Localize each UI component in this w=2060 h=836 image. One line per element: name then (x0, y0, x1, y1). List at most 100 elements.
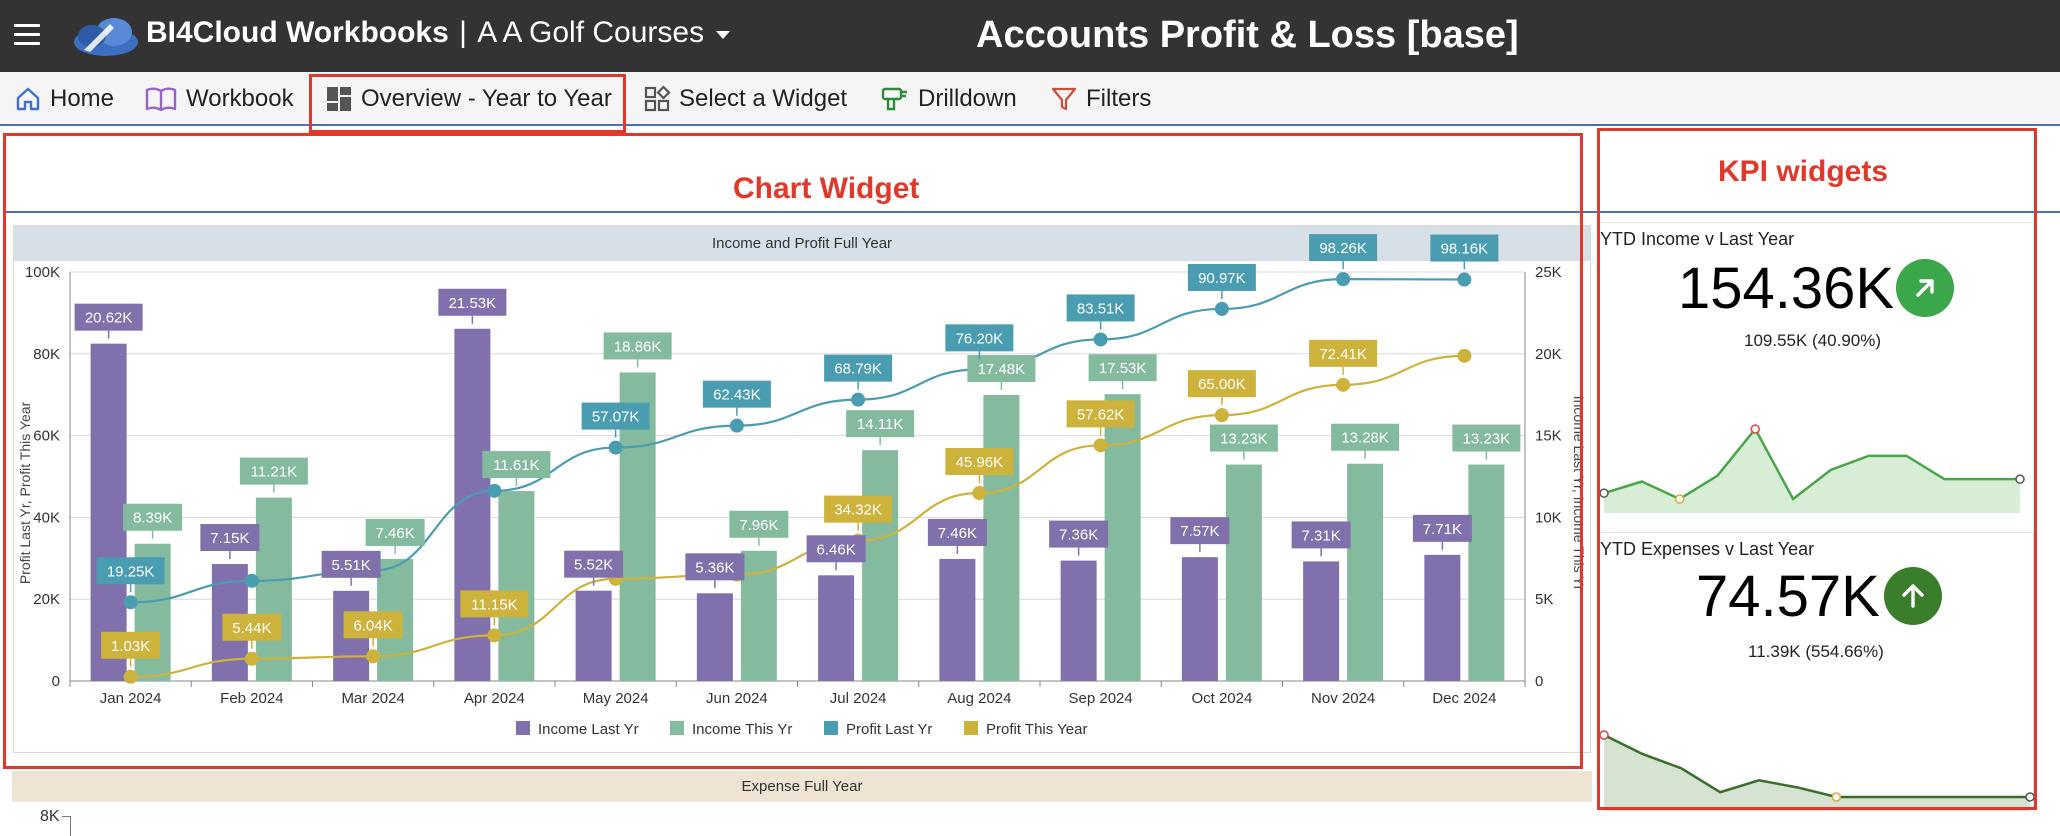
x-tick-label: Apr 2024 (464, 690, 525, 707)
data-label-income-this-yr-box (1331, 423, 1400, 451)
data-label-income-last-yr-box (74, 303, 143, 331)
data-label-income-last-yr: 21.53K (449, 295, 497, 312)
x-tick-label: Aug 2024 (947, 690, 1011, 707)
x-tick-label: Jun 2024 (706, 690, 768, 707)
profit-last-yr-point (1336, 272, 1351, 287)
kpi-card-income[interactable]: YTD Income v Last Year 154.36K 109.55K (… (1598, 222, 2034, 513)
sparkline-max-point (1750, 424, 1761, 434)
data-label-profit-this-year-box (945, 448, 1014, 476)
profit-this-year-point (1336, 377, 1351, 392)
app-name: BI4Cloud Workbooks (146, 16, 449, 49)
y-left-tick-label: 80K (33, 346, 60, 363)
data-label-income-this-yr-box (365, 518, 425, 546)
sparkline-first-point (1599, 488, 1609, 498)
data-label-profit-this-year-box (1066, 400, 1135, 428)
data-label-profit-last-yr-box (1309, 234, 1378, 262)
widgets-icon (644, 85, 671, 112)
data-label-income-this-yr: 17.48K (978, 361, 1026, 378)
bi4cloud-logo-icon (74, 18, 138, 56)
data-label-profit-this-year: 34.32K (834, 502, 882, 519)
kpi-sparkline (1599, 424, 2025, 513)
data-label-income-last-yr-box (564, 550, 624, 578)
legend-label: Profit Last Yr (846, 721, 932, 738)
sparkline-line (1603, 426, 2020, 501)
nav-select-widget-button[interactable]: Select a Widget (643, 84, 847, 114)
data-label-income-this-yr: 8.39K (133, 510, 172, 527)
data-label-income-last-yr-box (1170, 517, 1230, 545)
data-label-profit-last-yr-box (1187, 263, 1256, 291)
x-tick-label: Jan 2024 (100, 690, 162, 707)
drill-icon (881, 87, 907, 111)
data-label-profit-this-year-box (343, 611, 403, 639)
data-label-income-last-yr: 7.31K (1302, 527, 1341, 544)
data-label-profit-this-year: 57.62K (1077, 406, 1125, 423)
bar-income-this-yr (983, 395, 1020, 681)
data-label-income-this-yr: 17.53K (1099, 360, 1147, 377)
y-right-tick-label: 5K (1535, 591, 1553, 608)
kpi-value: 74.57K (1696, 564, 1880, 629)
data-label-income-this-yr: 11.61K (493, 457, 539, 474)
y-left-tick-label: 60K (33, 428, 60, 445)
data-label-profit-this-year-box (1309, 339, 1378, 367)
data-label-income-this-yr: 13.28K (1341, 430, 1389, 447)
profit-last-yr-point (1214, 301, 1229, 316)
nav-filters-button[interactable]: Filters (1050, 84, 1151, 114)
nav-overview-button[interactable]: Overview - Year to Year (325, 84, 612, 114)
expense-tick-mark (62, 816, 70, 817)
data-label-income-this-yr-box (1209, 424, 1278, 452)
profit-last-yr-point (729, 418, 744, 433)
profit-last-yr-point (244, 573, 259, 588)
data-label-income-this-yr: 13.23K (1463, 431, 1511, 448)
data-label-income-last-yr: 7.46K (938, 525, 977, 542)
company-dropdown-caret-icon[interactable] (716, 31, 730, 39)
y-right-tick-label: 15K (1535, 428, 1562, 445)
legend-label: Income Last Yr (538, 721, 639, 738)
data-label-income-last-yr: 5.52K (574, 557, 613, 574)
legend-label: Profit This Year (986, 721, 1087, 738)
hamburger-menu-icon[interactable] (14, 24, 40, 46)
nav-drilldown-label: Drilldown (918, 85, 1017, 112)
data-label-income-this-yr-box (123, 503, 183, 531)
data-label-profit-this-year: 1.03K (111, 638, 150, 655)
legend-swatch (824, 721, 838, 735)
expense-chart-title: Expense Full Year (12, 771, 1592, 802)
home-icon (16, 87, 40, 111)
arrow-up-icon (1902, 584, 1924, 608)
data-label-profit-last-yr-box (1066, 294, 1135, 322)
legend-swatch (964, 721, 978, 735)
data-label-income-last-yr: 7.15K (210, 530, 249, 547)
data-label-profit-this-year-box (460, 590, 529, 618)
data-label-profit-last-yr-box (945, 324, 1014, 352)
data-label-income-this-yr-box (482, 451, 551, 479)
y-left-tick-label: 20K (33, 591, 60, 608)
y-left-tick-label: 0 (52, 673, 60, 690)
nav-workbook-button[interactable]: Workbook (144, 84, 294, 114)
x-tick-label: May 2024 (583, 690, 649, 707)
profit-this-year-point (244, 651, 259, 666)
x-tick-label: Jul 2024 (830, 690, 887, 707)
data-label-income-this-yr: 13.23K (1220, 431, 1268, 448)
data-label-profit-last-yr-box (702, 380, 771, 408)
x-tick-label: Nov 2024 (1311, 690, 1375, 707)
data-label-profit-last-yr: 83.51K (1077, 300, 1125, 317)
kpi-title: YTD Expenses v Last Year (1600, 539, 1815, 559)
nav-drilldown-button[interactable]: Drilldown (880, 84, 1017, 114)
kpi-card-expenses[interactable]: YTD Expenses v Last Year 74.57K 11.39K (… (1598, 532, 2034, 811)
data-label-profit-this-year: 65.00K (1198, 376, 1246, 393)
data-label-profit-this-year-box (824, 495, 893, 523)
y-axis-right-label: Income Last Yr, Income This Yr (1571, 396, 1587, 591)
profit-last-yr-point (123, 595, 138, 610)
data-label-profit-this-year: 5.44K (232, 620, 271, 637)
company-name[interactable]: A A Golf Courses (477, 16, 705, 49)
y-left-tick-label: 100K (25, 264, 60, 281)
app-title: BI4Cloud Workbooks | A A Golf Courses (146, 16, 704, 50)
nav-home-button[interactable]: Home (14, 84, 114, 114)
sparkline-area (1604, 735, 2030, 811)
data-label-profit-this-year: 11.15K (471, 596, 517, 613)
bar-income-last-yr (90, 343, 127, 681)
nav-overview-label: Overview - Year to Year (361, 85, 612, 112)
data-label-income-last-yr-box (200, 524, 260, 552)
data-label-profit-this-year-box (222, 613, 282, 641)
data-label-income-this-yr: 11.21K (251, 464, 297, 481)
y-right-tick-label: 10K (1535, 509, 1562, 526)
